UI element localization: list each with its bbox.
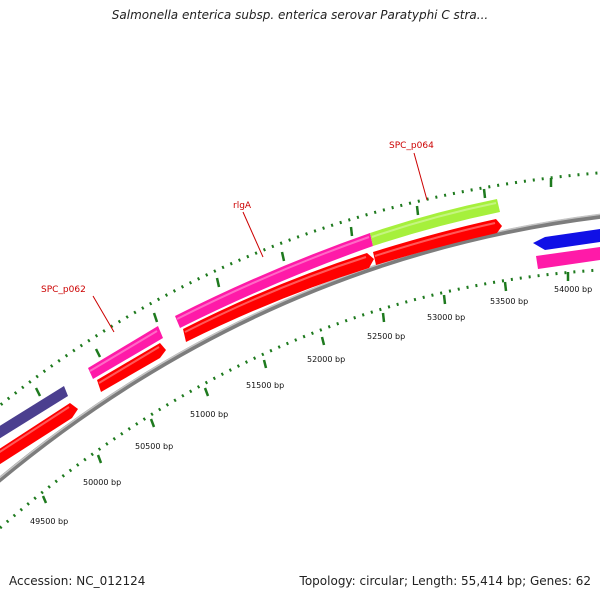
position-label: 51000 bp	[190, 410, 228, 419]
outer-tick-ring	[0, 171, 600, 408]
position-label: 52500 bp	[367, 332, 405, 341]
gene-label-spc-p062: SPC_p062	[41, 285, 86, 295]
cds-arrow-3	[183, 253, 374, 342]
inner-major-ticks	[41, 272, 570, 504]
backbone-ring	[0, 213, 600, 483]
cds-arrow-2	[97, 343, 166, 392]
feature-purple	[0, 386, 68, 439]
outer-major-ticks	[34, 178, 553, 397]
position-label: 53000 bp	[427, 313, 465, 322]
feature-blue	[533, 229, 600, 250]
gene-label-spc-p064: SPC_p064	[389, 141, 434, 151]
position-label: 52000 bp	[307, 355, 345, 364]
position-label: 50500 bp	[135, 442, 173, 451]
feature-pink-spc-p062	[88, 326, 163, 379]
accession-text: Accession: NC_012124	[9, 574, 146, 588]
gene-label-rlga: rlgA	[233, 201, 252, 211]
label-leaders	[92, 152, 428, 333]
position-label: 49500 bp	[30, 517, 68, 526]
position-label: 54000 bp	[554, 285, 592, 294]
position-label: 51500 bp	[246, 381, 284, 390]
feature-pink-right	[536, 247, 600, 269]
position-label: 53500 bp	[490, 297, 528, 306]
map-title: Salmonella enterica subsp. enterica sero…	[111, 8, 489, 22]
feature-pink-rlga	[175, 233, 373, 328]
feature-green-spc-p064	[370, 199, 500, 246]
inner-tick-ring	[0, 268, 600, 530]
cds-arrow-1	[0, 403, 78, 465]
cds-arrow-4	[373, 219, 502, 265]
position-label: 50000 bp	[83, 478, 121, 487]
topology-text: Topology: circular; Length: 55,414 bp; G…	[299, 574, 591, 588]
